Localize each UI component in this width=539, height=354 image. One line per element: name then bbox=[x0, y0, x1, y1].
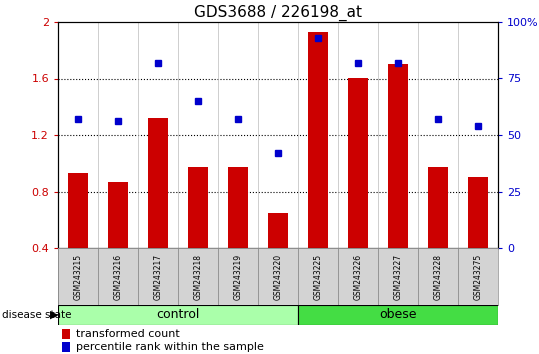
Bar bbox=[108, 182, 128, 248]
Bar bbox=[58, 305, 298, 325]
Text: GSM243226: GSM243226 bbox=[354, 253, 363, 299]
Text: control: control bbox=[156, 308, 199, 321]
Bar bbox=[98, 248, 138, 305]
Text: GSM243220: GSM243220 bbox=[273, 253, 282, 299]
Bar bbox=[63, 329, 70, 339]
Text: GSM243216: GSM243216 bbox=[114, 253, 122, 299]
Text: ▶: ▶ bbox=[50, 310, 59, 320]
Text: GSM243275: GSM243275 bbox=[473, 253, 482, 299]
Text: GSM243215: GSM243215 bbox=[73, 253, 82, 299]
Bar bbox=[428, 167, 448, 248]
Bar bbox=[138, 248, 178, 305]
Text: GSM243228: GSM243228 bbox=[433, 253, 443, 299]
Text: GSM243225: GSM243225 bbox=[314, 253, 322, 299]
Bar bbox=[338, 248, 378, 305]
Bar bbox=[188, 167, 208, 248]
Bar bbox=[378, 248, 418, 305]
Text: GSM243218: GSM243218 bbox=[194, 253, 203, 299]
Text: transformed count: transformed count bbox=[75, 329, 179, 339]
Text: disease state: disease state bbox=[2, 310, 72, 320]
Bar bbox=[458, 248, 498, 305]
Text: GSM243217: GSM243217 bbox=[154, 253, 162, 299]
Bar bbox=[298, 248, 338, 305]
Bar bbox=[308, 32, 328, 248]
Bar bbox=[148, 118, 168, 248]
Bar bbox=[268, 213, 288, 248]
Text: GSM243227: GSM243227 bbox=[393, 253, 403, 299]
Text: percentile rank within the sample: percentile rank within the sample bbox=[75, 342, 264, 352]
Bar bbox=[58, 248, 98, 305]
Text: obese: obese bbox=[379, 308, 417, 321]
Bar bbox=[63, 342, 70, 352]
Bar bbox=[418, 248, 458, 305]
Bar bbox=[178, 248, 218, 305]
Title: GDS3688 / 226198_at: GDS3688 / 226198_at bbox=[194, 5, 362, 21]
Bar bbox=[298, 305, 498, 325]
Bar bbox=[348, 79, 368, 248]
Bar bbox=[68, 173, 88, 248]
Bar bbox=[218, 248, 258, 305]
Bar bbox=[228, 167, 248, 248]
Bar bbox=[468, 177, 488, 248]
Bar bbox=[388, 64, 408, 248]
Text: GSM243219: GSM243219 bbox=[233, 253, 243, 299]
Bar bbox=[258, 248, 298, 305]
